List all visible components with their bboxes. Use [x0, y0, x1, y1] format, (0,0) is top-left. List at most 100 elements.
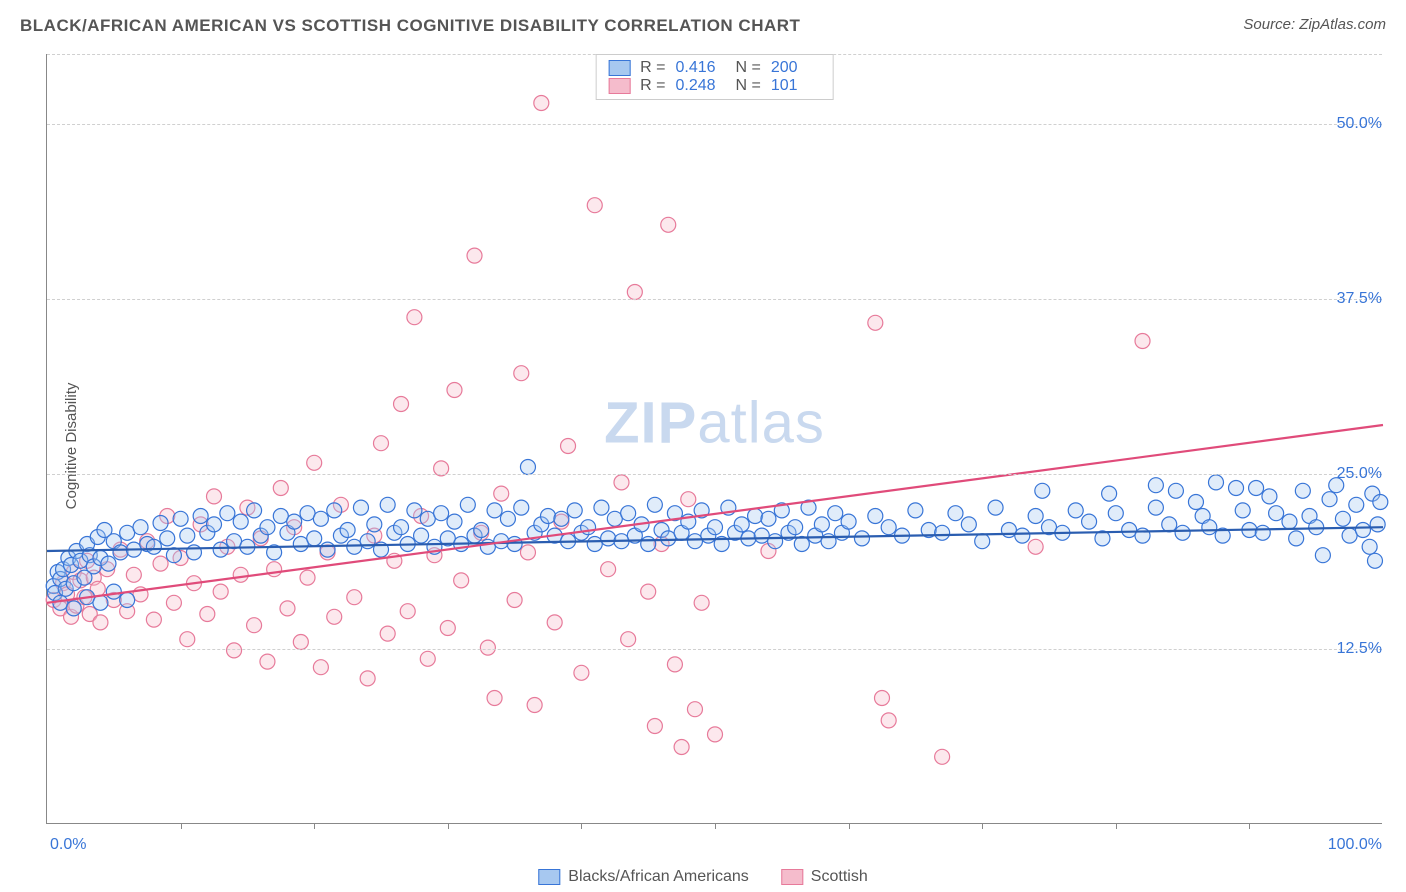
data-point-blue — [1001, 523, 1016, 538]
data-point-pink — [667, 657, 682, 672]
data-point-blue — [1355, 523, 1370, 538]
data-point-pink — [374, 436, 389, 451]
data-point-blue — [1175, 525, 1190, 540]
data-point-pink — [641, 584, 656, 599]
chart-title: BLACK/AFRICAN AMERICAN VS SCOTTISH COGNI… — [20, 16, 1386, 36]
source-prefix: Source: — [1243, 16, 1299, 33]
data-point-blue — [66, 601, 81, 616]
data-point-pink — [313, 660, 328, 675]
data-point-pink — [293, 635, 308, 650]
n-label: N = — [736, 77, 761, 95]
data-point-blue — [1295, 483, 1310, 498]
data-point-pink — [267, 562, 282, 577]
data-point-blue — [420, 511, 435, 526]
data-point-blue — [1082, 514, 1097, 529]
data-point-blue — [327, 503, 342, 518]
data-point-blue — [1289, 531, 1304, 546]
gridline — [47, 649, 1382, 650]
data-point-blue — [93, 595, 108, 610]
data-point-pink — [146, 612, 161, 627]
data-point-blue — [487, 503, 502, 518]
data-point-blue — [734, 517, 749, 532]
x-tick — [314, 823, 315, 829]
data-point-pink — [621, 632, 636, 647]
data-point-blue — [146, 539, 161, 554]
data-point-blue — [647, 497, 662, 512]
r-label: R = — [640, 59, 665, 77]
data-point-blue — [514, 500, 529, 515]
data-point-pink — [307, 455, 322, 470]
x-tick — [715, 823, 716, 829]
data-point-pink — [260, 654, 275, 669]
x-tick — [581, 823, 582, 829]
data-point-blue — [1370, 517, 1385, 532]
data-point-pink — [875, 691, 890, 706]
data-point-pink — [200, 607, 215, 622]
data-point-blue — [788, 520, 803, 535]
data-point-pink — [247, 618, 262, 633]
r-label: R = — [640, 77, 665, 95]
gridline — [47, 124, 1382, 125]
data-point-pink — [1135, 334, 1150, 349]
data-point-blue — [347, 539, 362, 554]
data-point-blue — [1373, 495, 1388, 510]
data-point-pink — [868, 315, 883, 330]
data-point-blue — [220, 506, 235, 521]
x-tick-label: 100.0% — [1328, 836, 1382, 854]
data-point-blue — [641, 537, 656, 552]
data-point-pink — [153, 556, 168, 571]
data-point-blue — [1262, 489, 1277, 504]
data-point-pink — [527, 698, 542, 713]
data-point-blue — [988, 500, 1003, 515]
data-point-blue — [754, 528, 769, 543]
gridline — [47, 474, 1382, 475]
data-point-blue — [1122, 523, 1137, 538]
swatch-pink — [608, 78, 630, 94]
data-point-blue — [227, 534, 242, 549]
data-point-pink — [534, 96, 549, 111]
data-point-blue — [554, 511, 569, 526]
data-point-blue — [961, 517, 976, 532]
data-point-blue — [607, 511, 622, 526]
data-point-blue — [247, 503, 262, 518]
data-point-pink — [126, 567, 141, 582]
data-point-pink — [273, 481, 288, 496]
data-point-blue — [908, 503, 923, 518]
data-point-blue — [313, 511, 328, 526]
data-point-blue — [434, 506, 449, 521]
data-point-blue — [520, 460, 535, 475]
data-point-blue — [1188, 495, 1203, 510]
data-point-blue — [153, 516, 168, 531]
data-point-blue — [841, 514, 856, 529]
data-point-blue — [1349, 497, 1364, 512]
data-point-blue — [1102, 486, 1117, 501]
data-point-pink — [347, 590, 362, 605]
data-point-blue — [507, 537, 522, 552]
data-point-blue — [173, 511, 188, 526]
legend-row-pink: R =0.248N =101 — [608, 77, 821, 95]
legend-label: Scottish — [811, 868, 868, 886]
legend-item-blue: Blacks/African Americans — [538, 868, 749, 886]
data-point-blue — [160, 531, 175, 546]
data-point-blue — [935, 525, 950, 540]
data-point-blue — [828, 506, 843, 521]
data-point-pink — [708, 727, 723, 742]
data-point-blue — [761, 511, 776, 526]
data-point-pink — [601, 562, 616, 577]
data-point-blue — [213, 542, 228, 557]
data-point-pink — [681, 492, 696, 507]
data-point-blue — [708, 520, 723, 535]
data-point-pink — [881, 713, 896, 728]
x-tick — [1116, 823, 1117, 829]
data-point-blue — [380, 497, 395, 512]
data-point-pink — [647, 719, 662, 734]
data-point-blue — [1282, 514, 1297, 529]
data-point-blue — [1148, 500, 1163, 515]
data-point-pink — [380, 626, 395, 641]
x-tick — [849, 823, 850, 829]
data-point-pink — [233, 567, 248, 582]
n-label: N = — [736, 59, 761, 77]
data-point-blue — [601, 531, 616, 546]
data-point-blue — [1148, 478, 1163, 493]
data-point-blue — [1068, 503, 1083, 518]
